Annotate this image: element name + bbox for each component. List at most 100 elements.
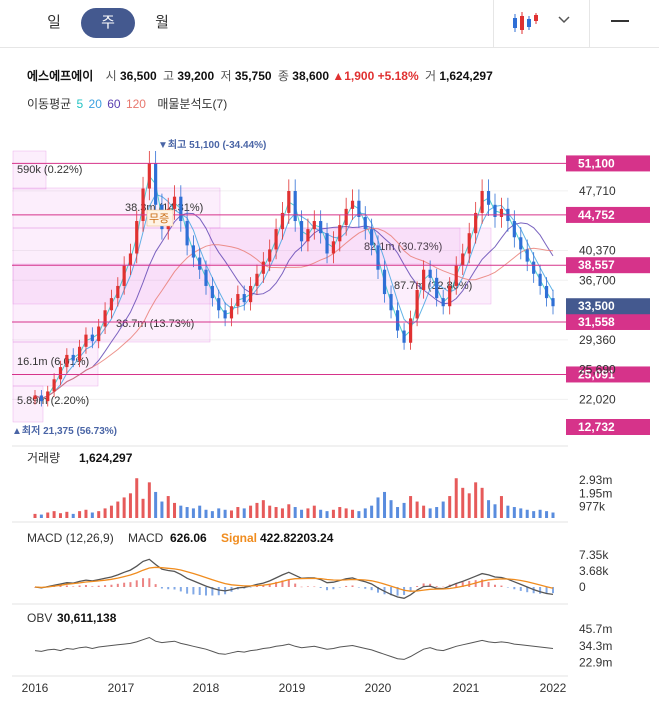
macd-histogram-bar [364, 587, 367, 589]
volume-bar [454, 478, 458, 518]
macd-histogram-bar [129, 582, 132, 587]
volume-bar [325, 511, 329, 518]
volume-bar [396, 507, 400, 518]
x-tick-label: 2018 [193, 681, 220, 695]
close-label: 종 [277, 69, 289, 83]
macd-histogram-bar [422, 583, 425, 587]
macd-histogram-bar [268, 583, 271, 587]
candle-body [428, 269, 432, 278]
volume-bar [351, 509, 355, 518]
toolbar-divider [589, 0, 590, 48]
candle-body [147, 163, 151, 189]
volume-bar [461, 487, 465, 518]
macd-histogram-bar [53, 586, 56, 587]
candle-body [65, 354, 69, 368]
candle-body [389, 294, 393, 311]
macd-histogram-bar [326, 587, 329, 591]
volume-bar [46, 512, 50, 518]
chevron-down-icon[interactable] [556, 10, 572, 30]
volume-profile-label: 590k (0.22%) [17, 164, 82, 176]
volume-tick-label: 977k [579, 500, 606, 514]
volume-bar [97, 511, 101, 518]
ma-20-label[interactable]: 20 [88, 97, 102, 111]
candle-body [141, 188, 145, 222]
macd-histogram-bar [552, 587, 554, 594]
volume-bar [229, 510, 233, 518]
candle-body [191, 245, 196, 258]
macd-histogram-bar [230, 587, 233, 592]
macd-histogram-bar [78, 585, 81, 587]
volume-bar [185, 507, 189, 518]
volume-bar [422, 505, 426, 518]
ma-60-line [34, 212, 554, 399]
macd-histogram-bar [383, 587, 386, 595]
tab-month[interactable]: 월 [155, 14, 169, 31]
volume-bar [109, 505, 113, 518]
candlestick-icon[interactable] [510, 10, 540, 36]
macd-histogram-bar [198, 587, 201, 596]
volume-bar [480, 487, 484, 518]
price-level-text: 12,732 [578, 420, 615, 434]
tab-day[interactable]: 일 [47, 14, 61, 31]
price-tick-label: 40,370 [579, 243, 616, 257]
volume-bar [141, 498, 145, 518]
macd-histogram-bar [192, 587, 195, 595]
macd-histogram-bar [351, 585, 354, 587]
menu-icon[interactable] [611, 20, 629, 22]
macd-histogram-bar [332, 587, 335, 590]
volume-profile-bar [12, 227, 492, 305]
candle-body [236, 294, 240, 307]
macd-histogram-bar [262, 585, 265, 587]
volume-bar [441, 501, 445, 518]
volume-bar [52, 511, 56, 518]
obv-tick-label: 45.7m [579, 622, 612, 636]
ma-label[interactable]: 이동평균 [27, 97, 72, 111]
macd-histogram-bar [59, 585, 62, 587]
price-level-text: 38,557 [578, 258, 615, 272]
candle-body [287, 191, 291, 213]
volume-bar [173, 502, 177, 518]
volume-bar [300, 509, 304, 518]
macd-histogram-bar [236, 587, 239, 590]
price-level-tag [566, 155, 650, 172]
candle-body [512, 221, 516, 238]
period-tab-bar: 일 주 월 [0, 0, 659, 48]
candle-body [268, 249, 272, 262]
obv-tick-label: 22.9m [579, 655, 612, 669]
macd-histogram-bar [532, 587, 535, 594]
ma-60-label[interactable]: 60 [107, 97, 121, 111]
macd-histogram-bar [461, 582, 464, 587]
ma-5-label[interactable]: 5 [76, 97, 84, 111]
high-label: 고 [163, 69, 175, 83]
macd-histogram-bar [123, 582, 126, 587]
candle-body [486, 191, 491, 205]
candle-body [242, 294, 246, 303]
candle-body [223, 310, 227, 319]
candle-body [33, 395, 37, 400]
stock-info: 에스에프에이 시 36,500 고 39,200 저 35,750 종 38,6… [27, 67, 493, 84]
ma-120-label[interactable]: 120 [125, 97, 146, 111]
candle-body [274, 229, 278, 250]
annotation-text: 무증 [149, 213, 169, 225]
macd-histogram-bar [319, 587, 322, 588]
obv-tick-label: 34.3m [579, 639, 612, 653]
macd-histogram-bar [249, 587, 252, 588]
volume-bar [191, 508, 195, 518]
macd-histogram-bar [104, 585, 107, 587]
volume-profile-label[interactable]: 매물분석도(7) [157, 97, 228, 111]
macd-histogram-bar [500, 585, 503, 587]
macd-histogram-bar [179, 587, 182, 592]
price-tick-label: 25,690 [579, 363, 616, 377]
candle-body [544, 285, 549, 299]
macd-histogram-bar [416, 586, 419, 587]
ma-20-line [34, 193, 554, 399]
price-tick-label: 22,020 [579, 392, 616, 406]
x-tick-label: 2016 [22, 681, 49, 695]
volume-bar [363, 508, 367, 518]
indicator-line: 이동평균 5 20 60 120 매물분석도(7) [27, 95, 229, 112]
tab-week[interactable]: 주 [81, 8, 135, 38]
volume-bar [236, 507, 240, 518]
volume-profile-bar [12, 187, 221, 229]
volume-bar [331, 509, 335, 518]
price-tick-label: 47,710 [579, 184, 616, 198]
